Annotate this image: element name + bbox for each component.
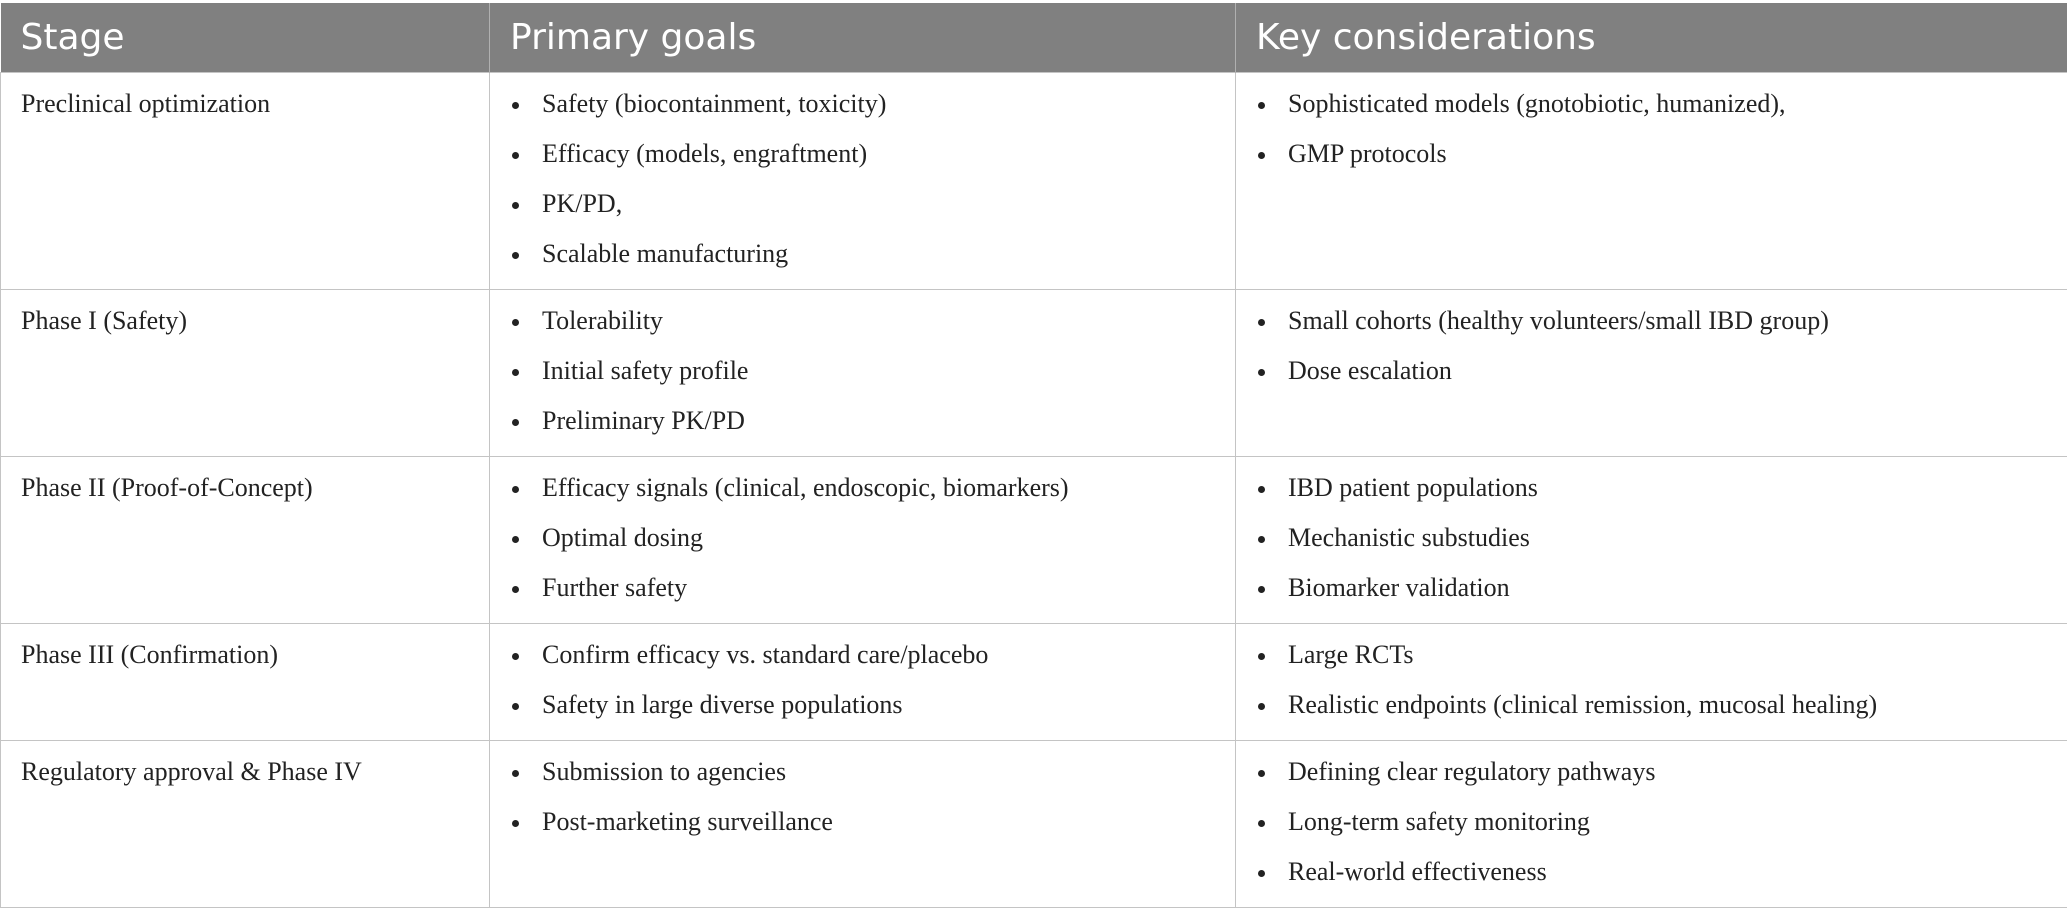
table-row: Regulatory approval & Phase IV Submissio…	[1, 741, 2067, 908]
list-item: Mechanistic substudies	[1256, 523, 2047, 573]
stage-name: Preclinical optimization	[21, 89, 469, 119]
list-item: Realistic endpoints (clinical remission,…	[1256, 690, 2047, 740]
stage-cell: Preclinical optimization	[1, 73, 490, 290]
stage-name: Phase II (Proof-of-Concept)	[21, 473, 469, 503]
list-item: Confirm efficacy vs. standard care/place…	[510, 640, 1215, 690]
stage-name: Phase I (Safety)	[21, 306, 469, 336]
goals-cell: Submission to agencies Post-marketing su…	[490, 741, 1236, 908]
list-item: GMP protocols	[1256, 139, 2047, 189]
table-row: Phase I (Safety) Tolerability Initial sa…	[1, 290, 2067, 457]
list-item: Initial safety profile	[510, 356, 1215, 406]
considerations-list: Large RCTs Realistic endpoints (clinical…	[1256, 640, 2047, 740]
header-key-considerations: Key considerations	[1236, 3, 2067, 73]
stages-table: Stage Primary goals Key considerations P…	[0, 3, 2067, 908]
list-item: Defining clear regulatory pathways	[1256, 757, 2047, 807]
header-stage: Stage	[1, 3, 490, 73]
goals-cell: Tolerability Initial safety profile Prel…	[490, 290, 1236, 457]
list-item: IBD patient populations	[1256, 473, 2047, 523]
list-item: Dose escalation	[1256, 356, 2047, 406]
stage-cell: Phase I (Safety)	[1, 290, 490, 457]
stage-name: Regulatory approval & Phase IV	[21, 757, 469, 787]
goals-list: Submission to agencies Post-marketing su…	[510, 757, 1215, 857]
goals-list: Confirm efficacy vs. standard care/place…	[510, 640, 1215, 740]
goals-list: Safety (biocontainment, toxicity) Effica…	[510, 89, 1215, 289]
header-row: Stage Primary goals Key considerations	[1, 3, 2067, 73]
stage-cell: Regulatory approval & Phase IV	[1, 741, 490, 908]
list-item: Real-world effectiveness	[1256, 857, 2047, 907]
list-item: Biomarker validation	[1256, 573, 2047, 623]
list-item: Submission to agencies	[510, 757, 1215, 807]
list-item: Safety in large diverse populations	[510, 690, 1215, 740]
considerations-cell: Small cohorts (healthy volunteers/small …	[1236, 290, 2067, 457]
stages-table-container: Stage Primary goals Key considerations P…	[0, 3, 2067, 908]
list-item: Safety (biocontainment, toxicity)	[510, 89, 1215, 139]
list-item: Long-term safety monitoring	[1256, 807, 2047, 857]
considerations-cell: Large RCTs Realistic endpoints (clinical…	[1236, 624, 2067, 741]
list-item: Small cohorts (healthy volunteers/small …	[1256, 306, 2047, 356]
goals-cell: Safety (biocontainment, toxicity) Effica…	[490, 73, 1236, 290]
stage-name: Phase III (Confirmation)	[21, 640, 469, 670]
list-item: Tolerability	[510, 306, 1215, 356]
considerations-list: Small cohorts (healthy volunteers/small …	[1256, 306, 2047, 406]
list-item: Efficacy (models, engraftment)	[510, 139, 1215, 189]
goals-list: Tolerability Initial safety profile Prel…	[510, 306, 1215, 456]
goals-list: Efficacy signals (clinical, endoscopic, …	[510, 473, 1215, 623]
stage-cell: Phase II (Proof-of-Concept)	[1, 457, 490, 624]
list-item: Post-marketing surveillance	[510, 807, 1215, 857]
considerations-cell: IBD patient populations Mechanistic subs…	[1236, 457, 2067, 624]
list-item: Optimal dosing	[510, 523, 1215, 573]
list-item: Preliminary PK/PD	[510, 406, 1215, 456]
table-row: Preclinical optimization Safety (biocont…	[1, 73, 2067, 290]
list-item: Sophisticated models (gnotobiotic, human…	[1256, 89, 2047, 139]
goals-cell: Efficacy signals (clinical, endoscopic, …	[490, 457, 1236, 624]
table-row: Phase III (Confirmation) Confirm efficac…	[1, 624, 2067, 741]
table-row: Phase II (Proof-of-Concept) Efficacy sig…	[1, 457, 2067, 624]
considerations-cell: Sophisticated models (gnotobiotic, human…	[1236, 73, 2067, 290]
list-item: PK/PD,	[510, 189, 1215, 239]
header-primary-goals: Primary goals	[490, 3, 1236, 73]
stage-cell: Phase III (Confirmation)	[1, 624, 490, 741]
goals-cell: Confirm efficacy vs. standard care/place…	[490, 624, 1236, 741]
list-item: Efficacy signals (clinical, endoscopic, …	[510, 473, 1215, 523]
considerations-list: Sophisticated models (gnotobiotic, human…	[1256, 89, 2047, 189]
list-item: Further safety	[510, 573, 1215, 623]
list-item: Large RCTs	[1256, 640, 2047, 690]
considerations-list: IBD patient populations Mechanistic subs…	[1256, 473, 2047, 623]
list-item: Scalable manufacturing	[510, 239, 1215, 289]
considerations-list: Defining clear regulatory pathways Long-…	[1256, 757, 2047, 907]
considerations-cell: Defining clear regulatory pathways Long-…	[1236, 741, 2067, 908]
